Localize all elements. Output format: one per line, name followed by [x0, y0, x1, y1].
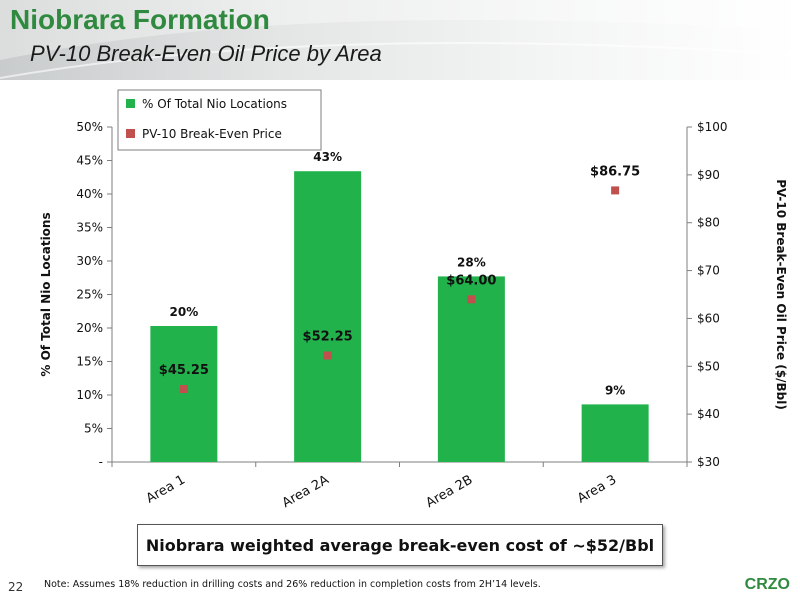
bar-label: 43% — [313, 150, 342, 164]
left-axis-title: % Of Total Nio Locations — [39, 212, 53, 376]
bar-4 — [581, 404, 649, 462]
category-label: Area 2B — [423, 472, 475, 511]
right-tick-label: $80 — [697, 216, 720, 230]
category-label: Area 2A — [280, 472, 332, 511]
bar-3 — [437, 276, 505, 462]
price-marker-4 — [611, 186, 620, 195]
left-tick-label: 30% — [76, 254, 103, 268]
left-tick-label: 20% — [76, 321, 103, 335]
legend-box — [117, 89, 322, 151]
left-tick-label: 25% — [76, 288, 103, 302]
right-tick-label: $50 — [697, 359, 720, 373]
weighted-average-callout: Niobrara weighted average break-even cos… — [137, 524, 663, 566]
category-label: Area 3 — [575, 472, 619, 506]
price-label: $52.25 — [303, 330, 353, 345]
legend-swatch-bars — [126, 99, 135, 108]
right-tick-label: $90 — [697, 168, 720, 182]
left-tick-label: 35% — [76, 221, 103, 235]
price-label: $64.00 — [446, 273, 496, 288]
break-even-chart: - 5% 10% 15% 20% 25% 30% 35% 40% 45% 50% $30 $40 $50 $… — [39, 89, 788, 511]
right-tick-label: $60 — [697, 311, 720, 325]
right-tick-label: $30 — [697, 455, 720, 469]
left-tick-label: 10% — [76, 388, 103, 402]
price-label: $45.25 — [159, 363, 209, 378]
bar-label: 9% — [605, 383, 625, 397]
legend-label-bars: % Of Total Nio Locations — [142, 97, 287, 111]
header-swoosh — [0, 0, 800, 79]
bar-label: 20% — [170, 305, 199, 319]
left-tick-label: 5% — [84, 422, 103, 436]
left-tick-label: 40% — [76, 187, 103, 201]
footnote: Note: Assumes 18% reduction in drilling … — [44, 579, 541, 590]
left-tick-label: - — [99, 455, 103, 469]
bar-2 — [294, 171, 362, 462]
page-title: Niobrara Formation — [10, 4, 270, 35]
company-logo: CRZO — [744, 576, 790, 593]
header-band — [0, 0, 800, 80]
price-marker-3 — [467, 295, 476, 304]
legend-swatch-price — [126, 129, 135, 138]
right-axis-title: PV-10 Break-Even Oil Price ($/Bbl) — [774, 179, 788, 410]
price-marker-2 — [323, 351, 332, 360]
bar-1 — [150, 325, 218, 462]
page-subtitle: PV-10 Break-Even Oil Price by Area — [30, 41, 382, 66]
price-label: $86.75 — [590, 164, 640, 179]
right-tick-label: $70 — [697, 264, 720, 278]
price-marker-1 — [179, 385, 188, 394]
category-label: Area 1 — [144, 472, 188, 506]
right-tick-label: $100 — [697, 120, 728, 134]
left-tick-label: 15% — [76, 355, 103, 369]
left-tick-label: 45% — [76, 154, 103, 168]
bar-label: 28% — [457, 255, 486, 269]
left-tick-label: 50% — [76, 120, 103, 134]
right-tick-label: $40 — [697, 407, 720, 421]
legend-label-price: PV-10 Break-Even Price — [142, 127, 282, 141]
page-number: 22 — [8, 580, 24, 594]
